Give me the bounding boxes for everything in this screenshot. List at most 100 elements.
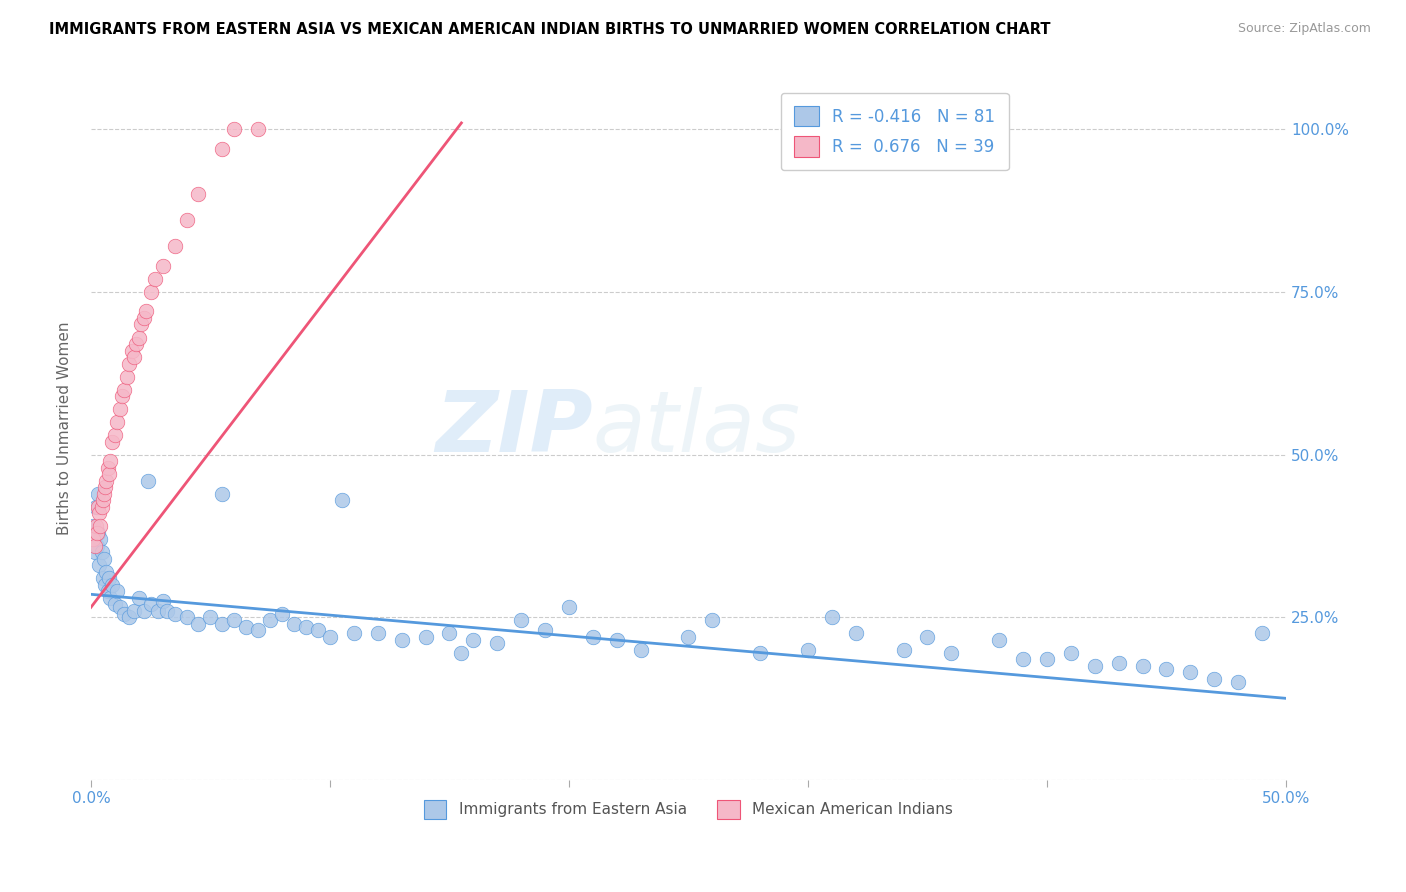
Point (415, 630, 437, 644)
Point (152, 259, 174, 273)
Point (84, 519, 107, 533)
Point (82, 532, 104, 546)
Point (845, 626, 868, 640)
Text: IMMIGRANTS FROM EASTERN ASIA VS MEXICAN AMERICAN INDIAN BIRTHS TO UNMARRIED WOME: IMMIGRANTS FROM EASTERN ASIA VS MEXICAN … (49, 22, 1050, 37)
Point (1012, 652, 1035, 666)
Point (295, 620, 318, 634)
Point (211, 616, 233, 631)
Point (749, 646, 772, 660)
Point (82, 519, 104, 533)
Point (211, 142, 233, 156)
Point (84, 500, 107, 514)
Point (1084, 658, 1107, 673)
Point (247, 623, 270, 637)
Point (86, 539, 108, 553)
Point (118, 610, 141, 624)
Point (97, 584, 120, 599)
Point (1036, 652, 1059, 666)
Point (112, 383, 135, 397)
Point (630, 642, 652, 657)
Point (534, 623, 557, 637)
Point (96, 474, 118, 488)
Point (343, 626, 366, 640)
Point (108, 402, 131, 417)
Text: ZIP: ZIP (436, 387, 593, 470)
Point (98, 591, 121, 605)
Point (90, 545, 112, 559)
Point (125, 337, 148, 351)
Point (128, 591, 150, 605)
Point (463, 632, 485, 647)
Point (271, 607, 294, 621)
Point (87, 486, 110, 500)
Point (330, 493, 353, 508)
Point (104, 428, 127, 442)
Point (89, 519, 111, 533)
Point (112, 607, 135, 621)
Point (101, 577, 124, 591)
Point (917, 630, 939, 644)
Point (87, 500, 110, 514)
Point (200, 610, 222, 624)
Point (224, 122, 246, 136)
Point (235, 620, 257, 634)
Point (558, 600, 581, 615)
Point (101, 434, 124, 449)
Point (122, 603, 145, 617)
Point (97, 460, 120, 475)
Text: Source: ZipAtlas.com: Source: ZipAtlas.com (1237, 22, 1371, 36)
Point (283, 616, 305, 631)
Point (89, 506, 111, 520)
Point (1251, 626, 1274, 640)
Point (132, 310, 155, 325)
Point (163, 607, 186, 621)
Point (93, 551, 115, 566)
Point (439, 626, 461, 640)
Point (152, 594, 174, 608)
Point (132, 603, 155, 617)
Point (139, 597, 162, 611)
Point (91, 493, 114, 508)
Point (115, 369, 138, 384)
Point (96, 565, 118, 579)
Point (510, 613, 533, 627)
Point (187, 616, 209, 631)
Point (97, 467, 120, 481)
Point (94, 480, 117, 494)
Point (83, 545, 105, 559)
Point (678, 630, 700, 644)
Point (988, 632, 1011, 647)
Point (105, 415, 128, 429)
Point (135, 304, 157, 318)
Point (450, 646, 472, 660)
Point (391, 632, 413, 647)
Point (1156, 662, 1178, 676)
Y-axis label: Births to Unmarried Women: Births to Unmarried Women (58, 322, 72, 535)
Point (86, 525, 108, 540)
Point (156, 603, 179, 617)
Point (606, 632, 628, 647)
Point (87, 525, 110, 540)
Point (319, 630, 342, 644)
Point (582, 630, 605, 644)
Point (146, 603, 169, 617)
Point (83, 539, 105, 553)
Point (129, 318, 152, 332)
Point (91, 571, 114, 585)
Point (1060, 646, 1083, 660)
Point (702, 613, 724, 627)
Point (111, 389, 134, 403)
Point (94, 577, 117, 591)
Point (97, 571, 120, 585)
Point (118, 357, 141, 371)
Text: atlas: atlas (593, 387, 801, 470)
Point (163, 239, 186, 253)
Point (139, 285, 162, 299)
Point (941, 646, 963, 660)
Point (98, 454, 121, 468)
Point (93, 486, 115, 500)
Point (1132, 658, 1154, 673)
Point (1180, 665, 1202, 680)
Point (224, 613, 246, 627)
Point (89, 558, 111, 572)
